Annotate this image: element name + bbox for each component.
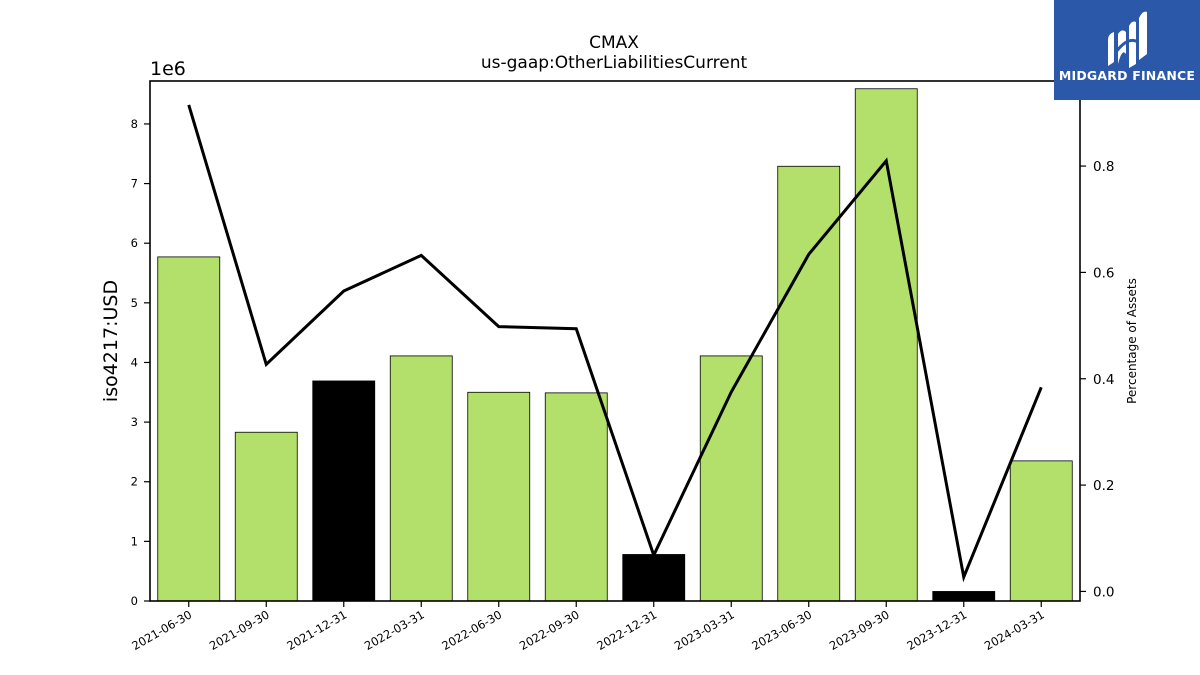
- x-tick-label: 2021-12-31: [284, 607, 349, 653]
- bar-2022-03-31: [389, 355, 453, 602]
- bar-2023-12-31: [932, 591, 996, 602]
- x-tick-label: 2022-03-31: [362, 607, 427, 653]
- x-tick-label: 2023-09-30: [827, 607, 892, 653]
- y-tick-label: 1: [131, 534, 138, 548]
- bar-2022-09-30: [544, 392, 608, 602]
- x-tick-label: 2024-03-31: [982, 607, 1047, 653]
- brand-logo: MIDGARD FINANCE: [1054, 0, 1200, 100]
- y-tick-label: 3: [131, 415, 138, 429]
- x-tick-label: 2023-03-31: [672, 607, 737, 653]
- bars-layer: [157, 88, 1073, 602]
- bar-2022-12-31: [622, 554, 686, 602]
- bar-2021-06-30: [157, 256, 221, 602]
- percentage-line: [187, 104, 1043, 583]
- y2-tick-label: 0.2: [1093, 478, 1114, 494]
- bar-2023-06-30: [777, 165, 841, 602]
- y2-tick-label: 0.6: [1093, 265, 1114, 281]
- chart-title: CMAX: [589, 33, 639, 53]
- y2-tick-label: 0.8: [1093, 159, 1114, 175]
- bar-2023-09-30: [854, 88, 918, 602]
- bar-2021-12-31: [312, 380, 376, 602]
- x-tick-label: 2021-06-30: [129, 607, 194, 653]
- line-layer: [187, 104, 1043, 583]
- y-tick-label: 8: [131, 117, 138, 131]
- bar-2024-03-31: [1009, 460, 1073, 602]
- y2-tick-label: 0.0: [1093, 584, 1114, 600]
- y-tick-label: 6: [131, 236, 138, 250]
- y-tick-label: 4: [131, 355, 138, 369]
- x-tick-label: 2022-09-30: [517, 607, 582, 653]
- midgard-logo-icon: [1108, 11, 1147, 68]
- y-tick-label: 5: [131, 296, 138, 310]
- y-axis-label: iso4217:USD: [100, 280, 122, 402]
- bar-2023-03-31: [699, 355, 763, 602]
- y2-axis-label: Percentage of Assets: [1125, 278, 1139, 404]
- bar-2021-09-30: [234, 431, 298, 602]
- y-tick-label: 0: [131, 594, 138, 608]
- y-tick-label: 7: [131, 177, 138, 191]
- x-tick-label: 2023-06-30: [749, 607, 814, 653]
- y-axis-multiplier: 1e6: [150, 58, 186, 80]
- x-tick-label: 2022-12-31: [594, 607, 659, 653]
- y2-tick-label: 0.4: [1093, 372, 1114, 388]
- brand-name: MIDGARD FINANCE: [1058, 68, 1196, 83]
- x-tick-label: 2022-06-30: [439, 607, 504, 653]
- plot-frame: [149, 80, 1081, 602]
- bar-2022-06-30: [467, 391, 531, 602]
- y-tick-label: 2: [131, 475, 138, 489]
- x-tick-label: 2021-09-30: [207, 607, 272, 653]
- x-tick-label: 2023-12-31: [904, 607, 969, 653]
- chart-subtitle: us-gaap:OtherLiabilitiesCurrent: [481, 53, 748, 73]
